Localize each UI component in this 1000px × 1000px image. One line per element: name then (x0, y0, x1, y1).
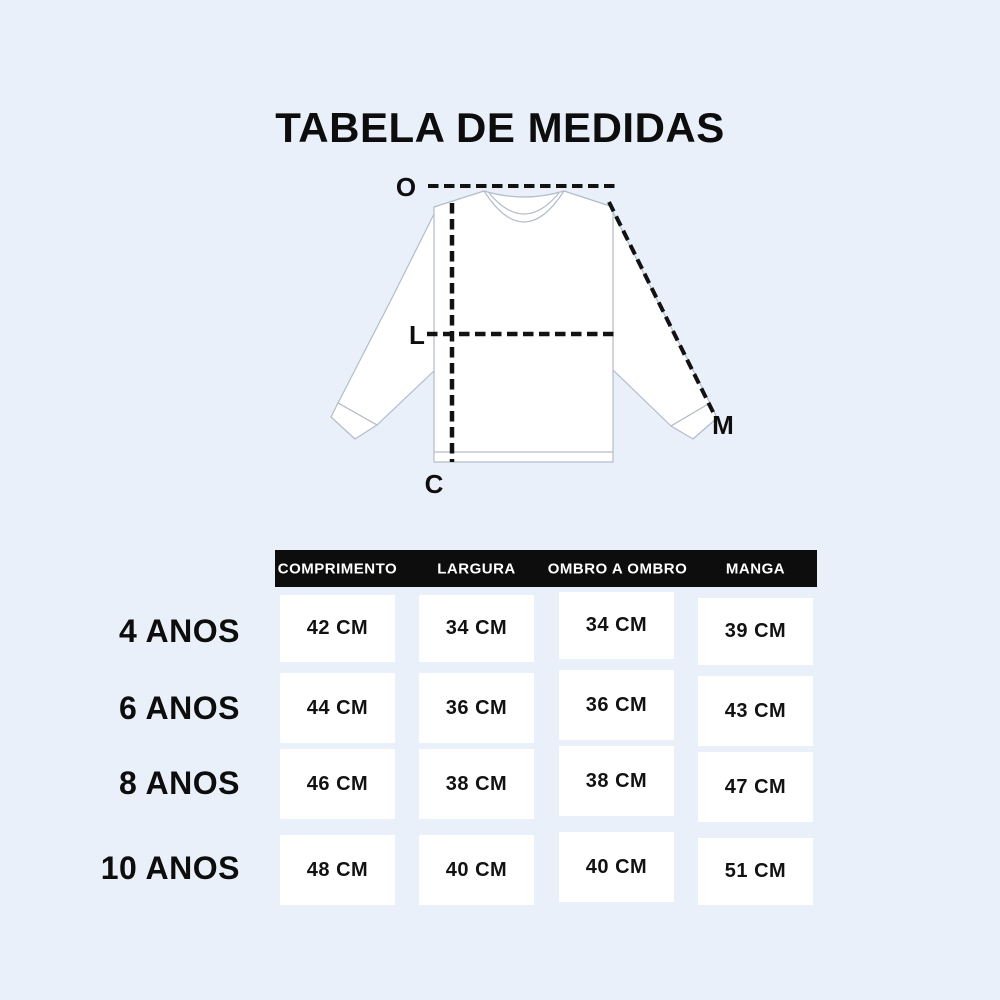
shirt-collar-inner (488, 192, 560, 215)
row-label-10-anos: 10 ANOS (100, 849, 240, 886)
shirt-right-sleeve (611, 209, 711, 427)
table-cell: 34 CM (419, 595, 534, 662)
table-cell: 36 CM (419, 673, 534, 743)
table-cell: 44 CM (280, 673, 395, 743)
table-cell: 51 CM (698, 838, 813, 905)
table-cell: 43 CM (698, 676, 813, 746)
sleeve-measure-line (607, 201, 717, 417)
shoulder-measure-label: O (396, 172, 416, 202)
row-label-8-anos: 8 ANOS (119, 764, 240, 801)
page-title: TABELA DE MEDIDAS (275, 104, 725, 151)
shirt-collar-outer (483, 190, 565, 223)
table-header: COMPRIMENTO LARGURA OMBRO A OMBRO MANGA (275, 550, 817, 587)
table-cell: 38 CM (419, 749, 534, 819)
table-cell: 48 CM (280, 835, 395, 905)
table-cell: 38 CM (559, 746, 674, 816)
column-header-largura: LARGURA (437, 560, 516, 577)
table-cell: 39 CM (698, 598, 813, 665)
row-label-6-anos: 6 ANOS (119, 689, 240, 726)
column-header-manga: MANGA (725, 560, 786, 577)
sleeve-measure-label: M (712, 410, 734, 440)
table-cell: 34 CM (559, 592, 674, 659)
table-cell: 47 CM (698, 752, 813, 822)
table-cell: 42 CM (280, 595, 395, 662)
shirt-right-cuff (670, 402, 718, 440)
column-header-ombro-a-ombro: OMBRO A OMBRO (547, 560, 688, 577)
table-cell: 40 CM (559, 832, 674, 902)
shirt-body (433, 190, 614, 463)
table-cell: 36 CM (559, 670, 674, 740)
shirt-left-sleeve (337, 209, 437, 426)
table-cell: 40 CM (419, 835, 534, 905)
table-cell: 46 CM (280, 749, 395, 819)
column-header-comprimento: COMPRIMENTO (277, 560, 398, 577)
length-measure-label: C (425, 469, 444, 499)
row-label-4-anos: 4 ANOS (119, 612, 240, 649)
shirt-left-cuff (330, 402, 378, 440)
width-measure-label: L (409, 320, 425, 350)
